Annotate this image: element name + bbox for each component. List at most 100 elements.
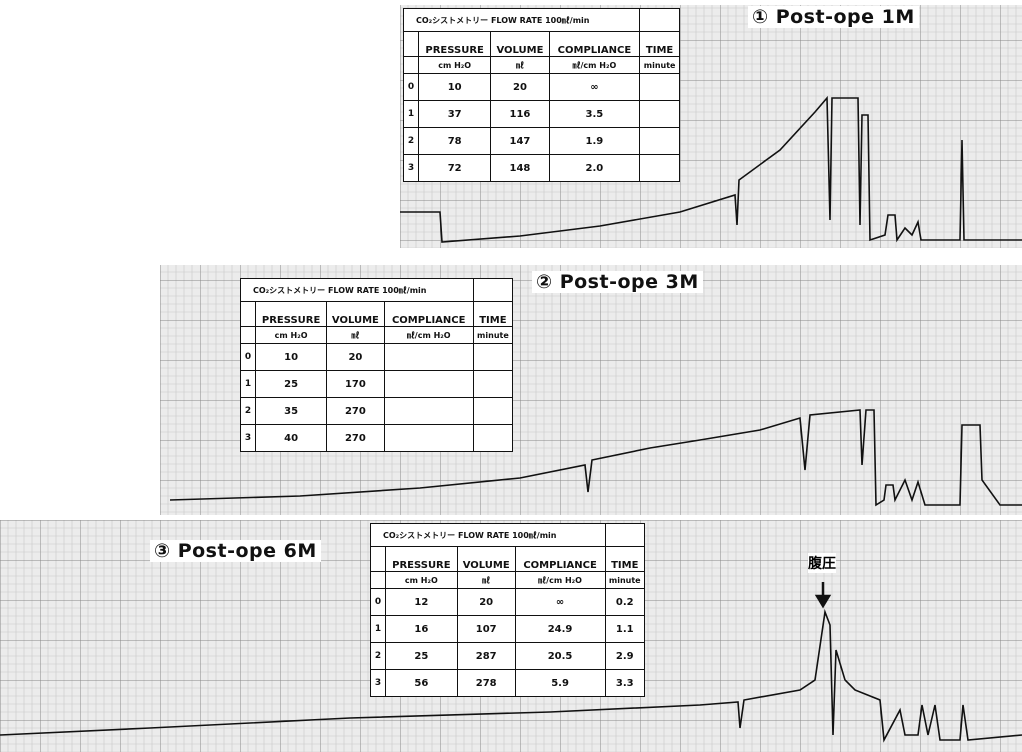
table-caption: CO₂シストメトリー FLOW RATE 100㎖/min (371, 524, 606, 547)
table-row: 3562785.93.3 (371, 670, 645, 697)
table-cell: 5.9 (515, 670, 605, 697)
table-cell: 3.3 (605, 670, 645, 697)
table-cell (473, 398, 512, 425)
column-header: VOLUME (457, 547, 515, 572)
unit-label: ㎖ (491, 57, 549, 74)
column-header: TIME (640, 32, 680, 57)
table-row: CO₂シストメトリー FLOW RATE 100㎖/min (241, 279, 513, 302)
table-cell (640, 74, 680, 101)
unit-label: cm H₂O (386, 572, 458, 589)
table-cell: 20 (491, 74, 549, 101)
table-row: 11610724.91.1 (371, 616, 645, 643)
table-cell: 3.5 (549, 101, 640, 128)
table-cell: 148 (491, 155, 549, 182)
column-header: PRESSURE (256, 302, 327, 327)
column-header: TIME (605, 547, 645, 572)
table-cell: 147 (491, 128, 549, 155)
unit-label: ㎖/cm H₂O (384, 327, 473, 344)
unit-label: minute (605, 572, 645, 589)
row-index: 0 (404, 74, 419, 101)
table-cell: 1.9 (549, 128, 640, 155)
table-cell (371, 547, 386, 572)
table-cell (404, 32, 419, 57)
row-index: 1 (241, 371, 256, 398)
table-cell (473, 279, 512, 302)
row-index: 2 (241, 398, 256, 425)
row-index: 3 (241, 425, 256, 452)
table-cell (371, 572, 386, 589)
table-cell: 12 (386, 589, 458, 616)
table-cell (384, 398, 473, 425)
table-cell (640, 9, 680, 32)
table-cell (384, 425, 473, 452)
table-cell: 16 (386, 616, 458, 643)
row-index: 2 (371, 643, 386, 670)
table-cell: 287 (457, 643, 515, 670)
table-cell: ∞ (515, 589, 605, 616)
table-cell: 20 (457, 589, 515, 616)
table-cell: 72 (419, 155, 491, 182)
table-cell: 278 (457, 670, 515, 697)
column-header: VOLUME (491, 32, 549, 57)
table-cell (605, 524, 645, 547)
row-index: 0 (241, 344, 256, 371)
unit-label: ㎖/cm H₂O (515, 572, 605, 589)
table-cell (241, 327, 256, 344)
table-cell: ∞ (549, 74, 640, 101)
table-caption: CO₂シストメトリー FLOW RATE 100㎖/min (241, 279, 474, 302)
table-cell (473, 425, 512, 452)
table-row: CO₂シストメトリー FLOW RATE 100㎖/min (404, 9, 680, 32)
table-cell (473, 344, 512, 371)
table-cell: 10 (419, 74, 491, 101)
table-cell: 270 (327, 398, 384, 425)
column-header: COMPLIANCE (549, 32, 640, 57)
table-cell: 37 (419, 101, 491, 128)
unit-label: cm H₂O (256, 327, 327, 344)
panel-label: ② Post-ope 3M (532, 271, 703, 293)
page: ① Post-ope 1M ② Post-ope 3M ③ Post-ope 6… (0, 0, 1022, 752)
table-row: 3721482.0 (404, 155, 680, 182)
table-row: CO₂シストメトリー FLOW RATE 100㎖/min (371, 524, 645, 547)
table-cell (640, 128, 680, 155)
table-cell (241, 302, 256, 327)
table-cell: 2.9 (605, 643, 645, 670)
unit-label: cm H₂O (419, 57, 491, 74)
unit-label: minute (640, 57, 680, 74)
panel-label: ① Post-ope 1M (748, 6, 919, 28)
table-cell: 78 (419, 128, 491, 155)
row-index: 1 (371, 616, 386, 643)
table-cell (384, 344, 473, 371)
table-cell (640, 101, 680, 128)
table-cell: 25 (386, 643, 458, 670)
table-cell: 10 (256, 344, 327, 371)
column-header: PRESSURE (386, 547, 458, 572)
row-index: 2 (404, 128, 419, 155)
table-cell: 40 (256, 425, 327, 452)
table-cell: 1.1 (605, 616, 645, 643)
column-header: VOLUME (327, 302, 384, 327)
table-cell: 270 (327, 425, 384, 452)
row-index: 1 (404, 101, 419, 128)
panel-label: ③ Post-ope 6M (150, 540, 321, 562)
column-header: TIME (473, 302, 512, 327)
unit-label: minute (473, 327, 512, 344)
row-index: 3 (371, 670, 386, 697)
table-cell (384, 371, 473, 398)
row-index: 0 (371, 589, 386, 616)
unit-label: ㎖ (457, 572, 515, 589)
